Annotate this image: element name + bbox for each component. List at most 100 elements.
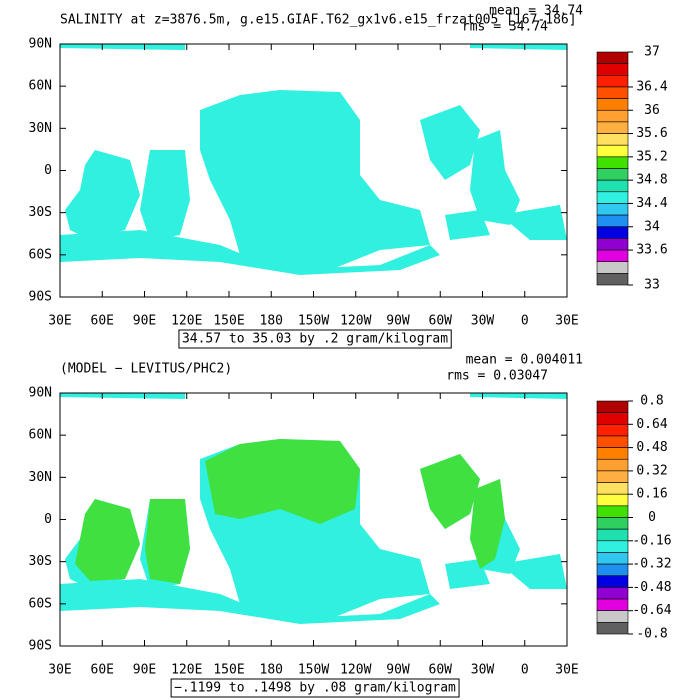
colorbar-label: 0.8: [640, 394, 663, 409]
lat-label: 30N: [29, 121, 52, 136]
lon-label: 0: [521, 663, 529, 678]
lat-label: 30S: [29, 205, 52, 220]
colorbar-box: [596, 86, 629, 99]
colorbar-label: -0.64: [632, 603, 671, 618]
lon-label: 60W: [429, 314, 453, 329]
lat-label: 60S: [29, 596, 52, 611]
lat-label: 0: [44, 163, 52, 178]
rms-stat: rms = 0.03047: [446, 369, 548, 384]
colorbar-box: [596, 179, 629, 193]
colorbar-box: [596, 133, 629, 146]
mean-stat: mean = 34.74: [489, 4, 583, 19]
colorbar-label: 35.2: [636, 149, 667, 164]
lon-label: 120E: [171, 663, 202, 678]
lat-label: 90S: [29, 639, 52, 654]
lon-label: 0: [521, 314, 529, 329]
lon-label: 120W: [340, 663, 371, 678]
contour-note-box: [178, 329, 452, 349]
lon-label: 90E: [133, 663, 156, 678]
colorbar-label: 0.48: [636, 440, 667, 455]
lat-label: 60N: [29, 79, 52, 94]
colorbar-box: [596, 622, 629, 635]
colorbar-box: [596, 75, 629, 88]
colorbar-label: 0.16: [636, 487, 667, 502]
lon-label: 90W: [386, 663, 410, 678]
lon-label: 120E: [171, 314, 202, 329]
colorbar-box: [596, 168, 629, 181]
colorbar-label: -0.16: [632, 533, 671, 548]
colorbar-label: 0: [648, 510, 656, 525]
colorbar-box: [596, 109, 629, 123]
lon-label: 60E: [91, 663, 114, 678]
colorbar-box: [596, 540, 629, 553]
contour-note: 34.57 to 35.03 by .2 gram/kilogram: [182, 332, 448, 347]
lat-label: 60S: [29, 247, 52, 262]
contour-note-box: [170, 678, 460, 698]
colorbar-box: [596, 493, 629, 507]
colorbar-box: [596, 261, 629, 274]
colorbar-box: [596, 226, 629, 239]
lat-label: 60N: [29, 428, 52, 443]
colorbar-label: 0.32: [636, 463, 667, 478]
colorbar-box: [596, 528, 629, 542]
colorbar-label: -0.8: [636, 627, 667, 642]
colorbar-label: 34.8: [636, 173, 667, 188]
colorbar-box: [596, 249, 629, 263]
colorbar-box: [596, 214, 629, 228]
colorbar-box: [596, 238, 629, 251]
colorbar-box: [596, 191, 629, 204]
colorbar-label: 37: [644, 45, 660, 60]
lon-label: 30E: [48, 663, 71, 678]
mean-stat: mean = 0.004011: [466, 353, 583, 368]
colorbar-box: [596, 423, 629, 437]
colorbar-label: 36.4: [636, 79, 667, 94]
colorbar-label: 0.64: [636, 417, 667, 432]
colorbar-box: [596, 587, 629, 600]
lat-label: 30N: [29, 470, 52, 485]
lon-label: 30W: [471, 663, 495, 678]
colorbar-box: [596, 563, 629, 577]
lon-label: 120W: [340, 314, 371, 329]
lon-label: 150W: [298, 314, 329, 329]
lon-label: 180: [260, 314, 283, 329]
colorbar-box: [596, 447, 629, 460]
colorbar-label: 36: [644, 103, 660, 118]
lat-label: 30S: [29, 554, 52, 569]
lon-label: 30W: [471, 314, 495, 329]
colorbar-label: 34.4: [636, 196, 667, 211]
lat-label: 90S: [29, 290, 52, 305]
colorbar-box: [596, 121, 629, 134]
colorbar-box: [596, 470, 629, 483]
colorbar-box: [596, 610, 629, 623]
colorbar-box: [596, 458, 629, 472]
colorbar-box: [596, 63, 629, 76]
colorbar-box: [596, 400, 629, 413]
map-2: [60, 393, 567, 624]
colorbar-box: [596, 98, 629, 111]
colorbar-box: [596, 482, 629, 495]
lon-label: 90E: [133, 314, 156, 329]
lon-label: 30E: [555, 314, 578, 329]
colorbar-box: [596, 144, 629, 158]
panel-title: (MODEL − LEVITUS/PHC2): [60, 362, 232, 377]
lon-label: 180: [260, 663, 283, 678]
colorbar-box: [596, 412, 629, 425]
colorbar-box: [596, 203, 629, 216]
lat-label: 90N: [29, 37, 52, 52]
colorbar-box: [596, 273, 629, 286]
lon-label: 60W: [429, 663, 453, 678]
lon-label: 30E: [48, 314, 71, 329]
rms-stat: rms = 34.74: [462, 20, 548, 35]
lon-label: 90W: [386, 314, 410, 329]
colorbar-box: [596, 517, 629, 530]
colorbar-box: [596, 575, 629, 588]
lon-label: 30E: [555, 663, 578, 678]
lat-label: 0: [44, 512, 52, 527]
colorbar-label: 33: [644, 278, 660, 293]
panel-title: SALINITY at z=3876.5m, g.e15.GIAF.T62_gx…: [60, 13, 577, 28]
colorbar-box: [596, 552, 629, 565]
map-1: [60, 44, 567, 275]
colorbar-label: 35.6: [636, 126, 667, 141]
colorbar-box: [596, 156, 629, 169]
